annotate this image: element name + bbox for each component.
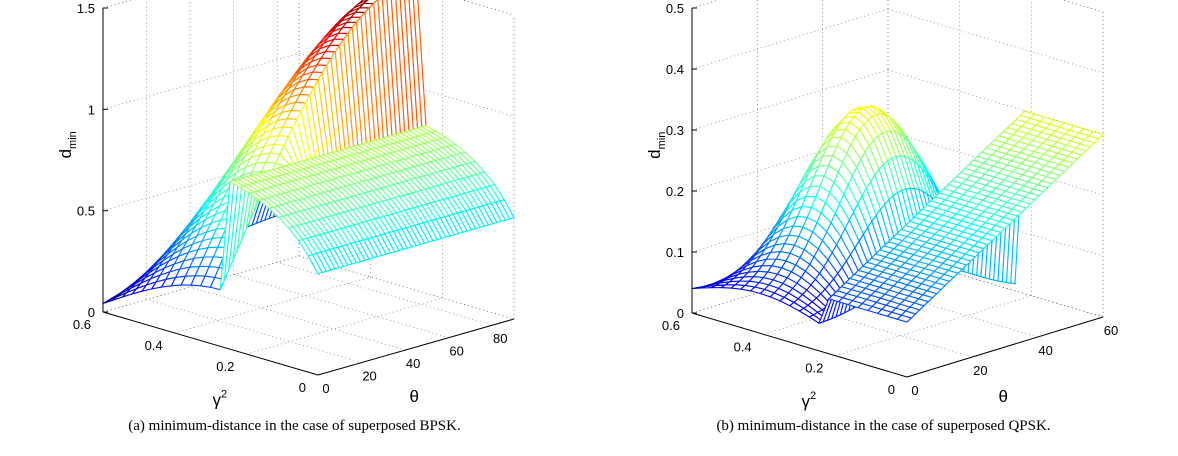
theta-tick-label: 40 (406, 356, 420, 371)
grid-line (822, 272, 1038, 338)
surface-mesh (691, 105, 1105, 325)
gamma-tick-label: 0.6 (662, 318, 680, 333)
theta-tick-label: 0 (322, 381, 329, 396)
grid-line (102, 0, 133, 9)
grid-line (887, 252, 1104, 318)
theta-axis-title: θ (409, 387, 418, 406)
gamma-tick-label: 0.2 (805, 361, 823, 376)
grid-line (298, 255, 515, 320)
gamma-tick-label: 0 (299, 380, 306, 395)
surface-cell (499, 199, 515, 220)
grid-line (757, 292, 973, 358)
surface-cell (1087, 131, 1105, 140)
caption-a: (a) minimum-distance in the case of supe… (128, 418, 461, 434)
theta-tick-label: 60 (1104, 323, 1118, 338)
z-tick-label: 0.1 (666, 245, 684, 260)
theta-tick-label: 40 (1038, 343, 1052, 358)
z-tick-label: 1 (88, 102, 95, 117)
z-tick-label: 0.5 (666, 1, 684, 16)
gamma-axis-line (102, 311, 319, 376)
surface-mesh (102, 0, 515, 305)
grid-line (691, 0, 720, 9)
grid-line (887, 69, 1104, 135)
grid-line (146, 299, 362, 363)
grid-line (1061, 0, 1104, 13)
gamma-tick-label: 0 (888, 382, 895, 397)
z-tick-label: 0.3 (666, 123, 684, 138)
z-tick-label: 0.2 (666, 184, 684, 199)
z-axis-title: dmin (56, 131, 79, 158)
theta-tick-label: 20 (973, 363, 987, 378)
gamma-tick-label: 0.6 (73, 317, 91, 332)
grid-line (1061, 0, 1104, 13)
z-tick-label: 0 (677, 306, 684, 321)
z-axis-title: dmin (645, 132, 668, 159)
grid-line (102, 52, 300, 110)
grid-line (691, 0, 720, 9)
grid-line (190, 286, 406, 351)
gamma-axis-line (691, 312, 908, 378)
grid-line (277, 261, 493, 326)
theta-axis-line (317, 318, 515, 376)
grid-line (233, 274, 449, 339)
z-tick-label: 0.4 (666, 62, 684, 77)
grid-line (887, 8, 1104, 74)
caption-b: (b) minimum-distance in the case of supe… (716, 418, 1051, 434)
z-tick-label: 0.5 (77, 204, 95, 219)
gamma-axis-title: γ2 (212, 388, 227, 409)
theta-axis-title: θ (998, 387, 1007, 406)
grid-line (246, 297, 443, 355)
theta-axis-line (906, 316, 1104, 378)
gamma-tick-label: 0.2 (216, 359, 234, 374)
figure-panel-b: 0 0.1 0.2 0.3 0.4 0.5 0 0.2 0.4 0.6 0 20 40 60 dmin γ2 θ… (589, 0, 1178, 456)
gamma-axis-title: γ2 (801, 390, 816, 411)
gamma-tick-label: 0.4 (734, 339, 752, 354)
grid-line (691, 8, 889, 70)
z-tick-label: 0 (88, 305, 95, 320)
theta-tick-label: 20 (362, 369, 376, 384)
grid-line (102, 0, 133, 9)
theta-tick-label: 60 (449, 344, 463, 359)
gamma-tick-label: 0.4 (145, 338, 163, 353)
theta-tick-label: 0 (911, 383, 918, 398)
theta-tick-label: 80 (493, 331, 507, 346)
z-tick-label: 1.5 (77, 1, 95, 16)
figure-panel-a: 0 0.5 1 1.5 0 0.2 0.4 0.6 0 20 40 60 80 dmin γ2 θ (a) m… (56, 0, 515, 434)
